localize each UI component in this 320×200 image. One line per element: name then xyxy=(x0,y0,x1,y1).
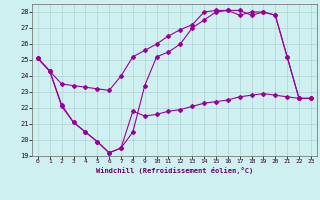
X-axis label: Windchill (Refroidissement éolien,°C): Windchill (Refroidissement éolien,°C) xyxy=(96,167,253,174)
